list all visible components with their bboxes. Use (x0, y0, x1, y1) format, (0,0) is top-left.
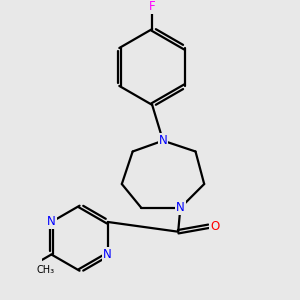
Text: CH₃: CH₃ (36, 265, 54, 275)
Text: N: N (176, 201, 185, 214)
Text: O: O (210, 220, 220, 233)
Text: F: F (149, 0, 155, 13)
Text: N: N (103, 248, 112, 261)
Text: N: N (159, 134, 167, 147)
Text: N: N (47, 215, 56, 229)
